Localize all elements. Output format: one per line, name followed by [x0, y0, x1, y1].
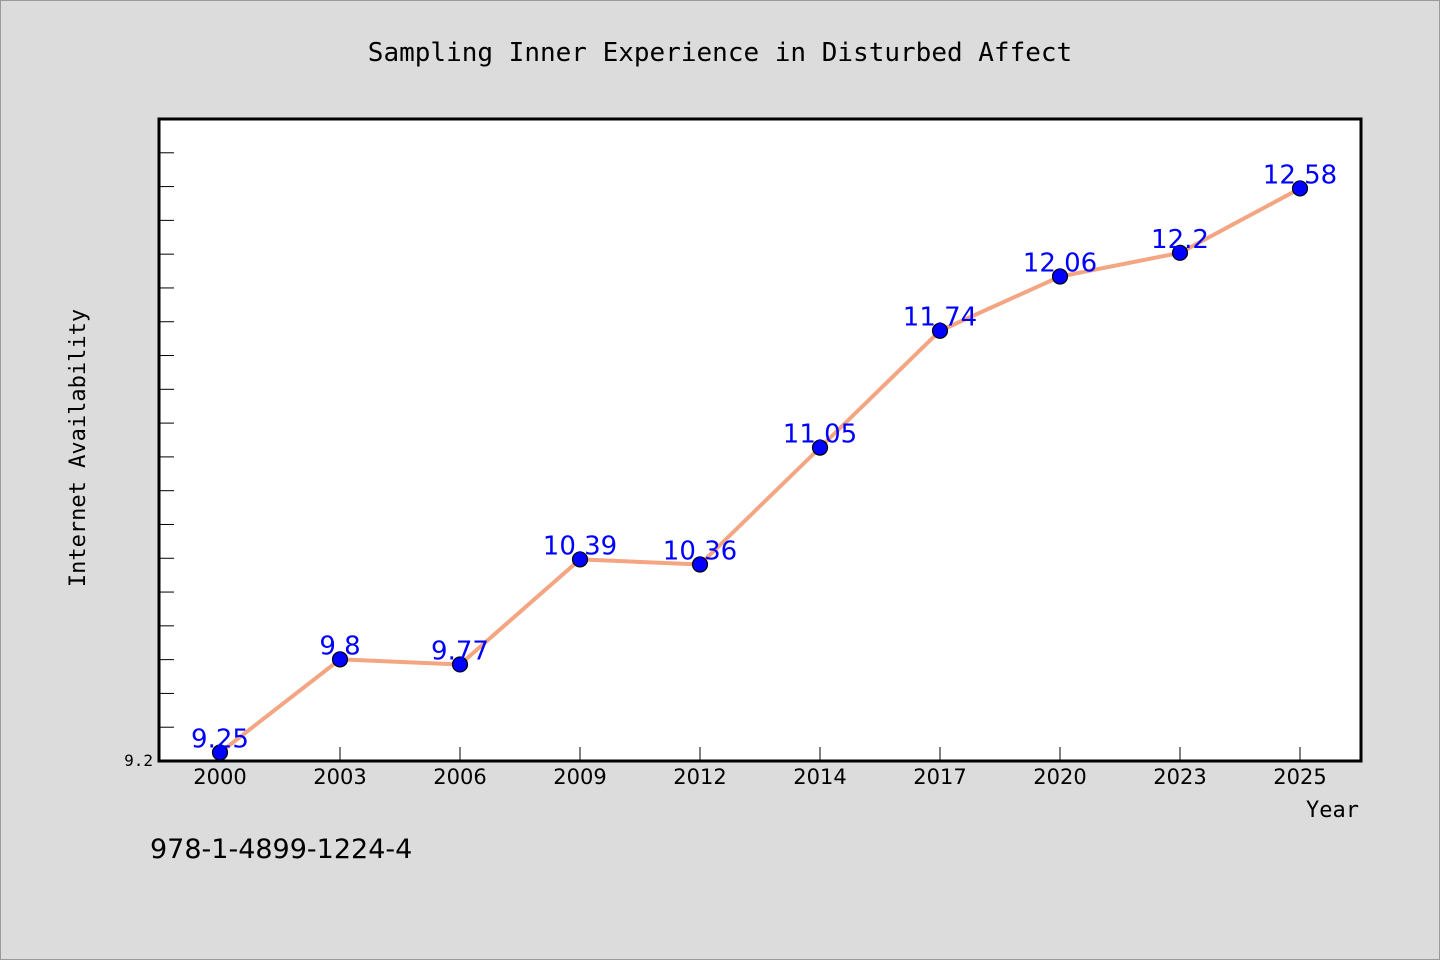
- x-tick-label: 2014: [793, 765, 846, 789]
- data-point: [691, 556, 709, 573]
- y-axis-ticks: [159, 152, 174, 728]
- data-point: [1171, 244, 1189, 261]
- data-label: 11.74: [903, 303, 977, 333]
- data-label: 11.05: [783, 420, 857, 450]
- data-label: 12.58: [1263, 160, 1337, 190]
- data-point: [811, 439, 829, 456]
- isbn-text: 978-1-4899-1224-4: [150, 834, 413, 865]
- x-tick-label: 2017: [913, 765, 966, 789]
- data-label: 10.39: [543, 531, 617, 561]
- data-labels: 9.25 9.8 9.77 10.39 10.36 11.05 11.74 12.06 12.2…: [191, 160, 1337, 754]
- y-tick-label: 9.2: [124, 751, 153, 770]
- x-tick-label: 2006: [433, 765, 486, 789]
- x-tick-label: 2020: [1033, 765, 1086, 789]
- x-tick-label: 2012: [673, 765, 726, 789]
- data-label: 12.06: [1023, 249, 1097, 279]
- x-axis-ticks: 2000 2003 2006 2009 2012 2014 2017 2020 2023 2025: [193, 747, 1327, 789]
- data-label: 10.36: [663, 537, 737, 567]
- x-axis-label: Year: [1306, 798, 1359, 823]
- series-markers: [211, 180, 1309, 761]
- y-axis-tick-labels: 9.2: [124, 751, 153, 770]
- data-point: [451, 656, 469, 673]
- data-label: 9.25: [191, 725, 249, 755]
- x-tick-label: 2000: [193, 765, 246, 789]
- data-point: [331, 651, 349, 668]
- data-label: 9.8: [319, 631, 360, 661]
- plot-area: [157, 117, 1363, 763]
- data-label: 12.2: [1151, 225, 1209, 255]
- x-tick-label: 2025: [1273, 765, 1326, 789]
- data-point: [1291, 180, 1309, 197]
- data-point: [571, 551, 589, 568]
- data-point: [211, 744, 229, 761]
- data-point: [1051, 268, 1069, 285]
- data-label: 9.77: [431, 636, 489, 666]
- y-axis-label: Internet Availability: [66, 309, 91, 587]
- data-point: [931, 322, 949, 339]
- x-tick-label: 2023: [1153, 765, 1206, 789]
- x-tick-label: 2009: [553, 765, 606, 789]
- chart-title: Sampling Inner Experience in Disturbed A…: [368, 38, 1072, 68]
- series-line: [218, 186, 1301, 755]
- x-tick-label: 2003: [313, 765, 366, 789]
